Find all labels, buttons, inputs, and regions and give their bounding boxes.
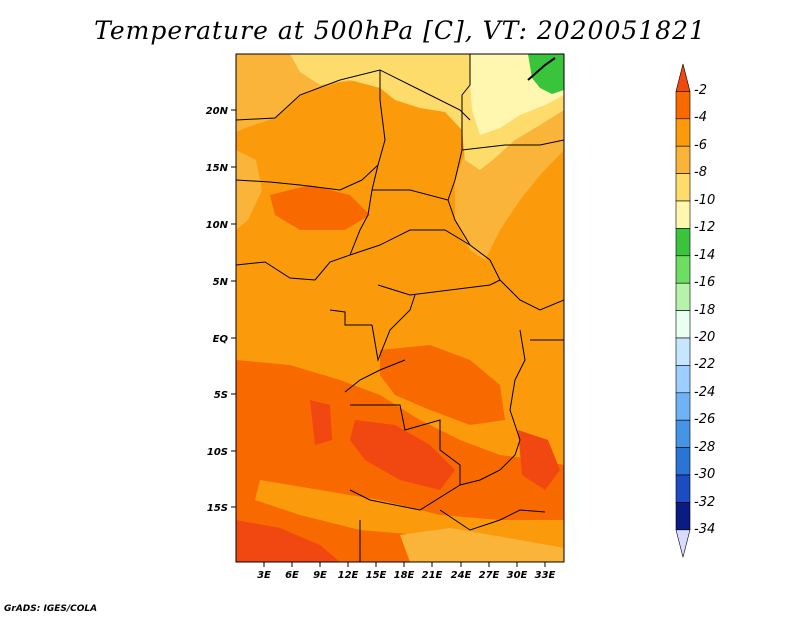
- colorbar-label: -4: [694, 110, 707, 125]
- field-band-2-south-central: [350, 420, 455, 490]
- border-niger-nigeria: [236, 179, 363, 191]
- lat-label: 15N: [206, 163, 229, 174]
- lon-label: 9E: [313, 570, 327, 581]
- temperature-field: [236, 54, 564, 562]
- border-gabon: [329, 309, 372, 326]
- colorbar-segment: [675, 118, 691, 147]
- colorbar-label: -28: [694, 440, 715, 455]
- field-band-4-north: [270, 185, 370, 230]
- lon-label: 24E: [451, 570, 472, 581]
- colorbar-segment: [675, 337, 691, 366]
- field-band-14-corner: [528, 54, 564, 94]
- lon-label: 18E: [394, 570, 415, 581]
- colorbar-segment: [675, 282, 691, 311]
- lon-label: 3E: [257, 570, 271, 581]
- lat-ticks: [231, 109, 236, 508]
- border-sahara: [236, 69, 471, 121]
- colorbar-label: -14: [694, 248, 715, 263]
- colorbar-segment: [675, 365, 691, 394]
- border-namibia: [349, 484, 461, 511]
- lon-label: 27E: [479, 570, 500, 581]
- field-band-8-west: [236, 150, 262, 230]
- border-zimbabwe: [439, 509, 546, 531]
- colorbar-segment: [675, 145, 691, 174]
- colorbar-segment: [675, 502, 691, 531]
- lat-label: 20N: [206, 106, 229, 117]
- colorbar-label: -6: [694, 138, 707, 153]
- colorbar-segment: [675, 228, 691, 257]
- grads-credit: GrADS: IGES/COLA: [4, 604, 98, 614]
- lat-label: 15S: [207, 503, 228, 514]
- border-congo: [371, 294, 416, 362]
- border-car-north: [349, 229, 471, 256]
- colorbar-segment: [675, 91, 691, 120]
- lon-label: 6E: [285, 570, 299, 581]
- colorbar-segment: [675, 474, 691, 503]
- lon-label: 12E: [338, 570, 359, 581]
- lat-label: EQ: [213, 334, 229, 345]
- colorbar-top-triangle: [675, 63, 691, 92]
- colorbar-segment: [675, 310, 691, 339]
- field-band-2-southeast: [518, 430, 560, 490]
- lat-label: 10S: [207, 447, 228, 458]
- colorbar-label: -20: [694, 330, 715, 345]
- border-south-sudan: [499, 279, 564, 311]
- border-angola-zambia: [350, 404, 461, 485]
- border-great-lakes: [509, 329, 526, 441]
- colorbar-label: -12: [694, 220, 715, 235]
- colorbar-label: -30: [694, 467, 715, 482]
- colorbar-segment: [675, 255, 691, 284]
- colorbar-label: -32: [694, 495, 715, 510]
- border-drc-angola-north: [344, 359, 406, 393]
- border-libya-egypt: [447, 54, 471, 201]
- lat-label: 10N: [206, 220, 229, 231]
- colorbar-label: -2: [694, 83, 707, 98]
- border-car-drc: [377, 279, 501, 296]
- lon-label: 33E: [535, 570, 556, 581]
- colorbar-label: -34: [694, 522, 715, 537]
- lon-label: 30E: [507, 570, 528, 581]
- colorbar-label: -26: [694, 412, 715, 427]
- field-band-2-southwest: [236, 520, 340, 562]
- colorbar-label: -10: [694, 193, 715, 208]
- colorbar: [675, 63, 691, 558]
- lon-ticks: [263, 562, 546, 567]
- colorbar-segment: [675, 447, 691, 476]
- border-egypt-sudan: [461, 139, 564, 151]
- lon-label: 21E: [422, 570, 443, 581]
- border-chad-cameroon: [314, 163, 379, 281]
- colorbar-label: -16: [694, 275, 715, 290]
- colorbar-bottom-triangle: [675, 529, 691, 558]
- colorbar-segment: [675, 392, 691, 421]
- country-borders: [236, 54, 564, 562]
- lon-label: 15E: [366, 570, 387, 581]
- border-chad-sudan: [372, 189, 501, 281]
- border-algeria-niger: [377, 70, 386, 166]
- field-band-8-south: [400, 528, 564, 562]
- map-frame: [235, 53, 565, 563]
- colorbar-label: -18: [694, 303, 715, 318]
- colorbar-label: -8: [694, 165, 707, 180]
- border-nigeria-coast: [236, 261, 316, 281]
- colorbar-label: -24: [694, 385, 715, 400]
- colorbar-segment: [675, 173, 691, 202]
- field-band-2-west: [310, 400, 332, 445]
- colorbar-segment: [675, 200, 691, 229]
- field-band-4-central: [380, 345, 505, 425]
- border-zambia-tanzania: [459, 439, 521, 486]
- colorbar-segment: [675, 419, 691, 448]
- lat-label: 5S: [214, 390, 228, 401]
- lat-label: 5N: [213, 277, 229, 288]
- colorbar-label: -22: [694, 357, 715, 372]
- coast-red-sea: [527, 57, 556, 81]
- map-title: Temperature at 500hPa [C], VT: 202005182…: [94, 16, 706, 45]
